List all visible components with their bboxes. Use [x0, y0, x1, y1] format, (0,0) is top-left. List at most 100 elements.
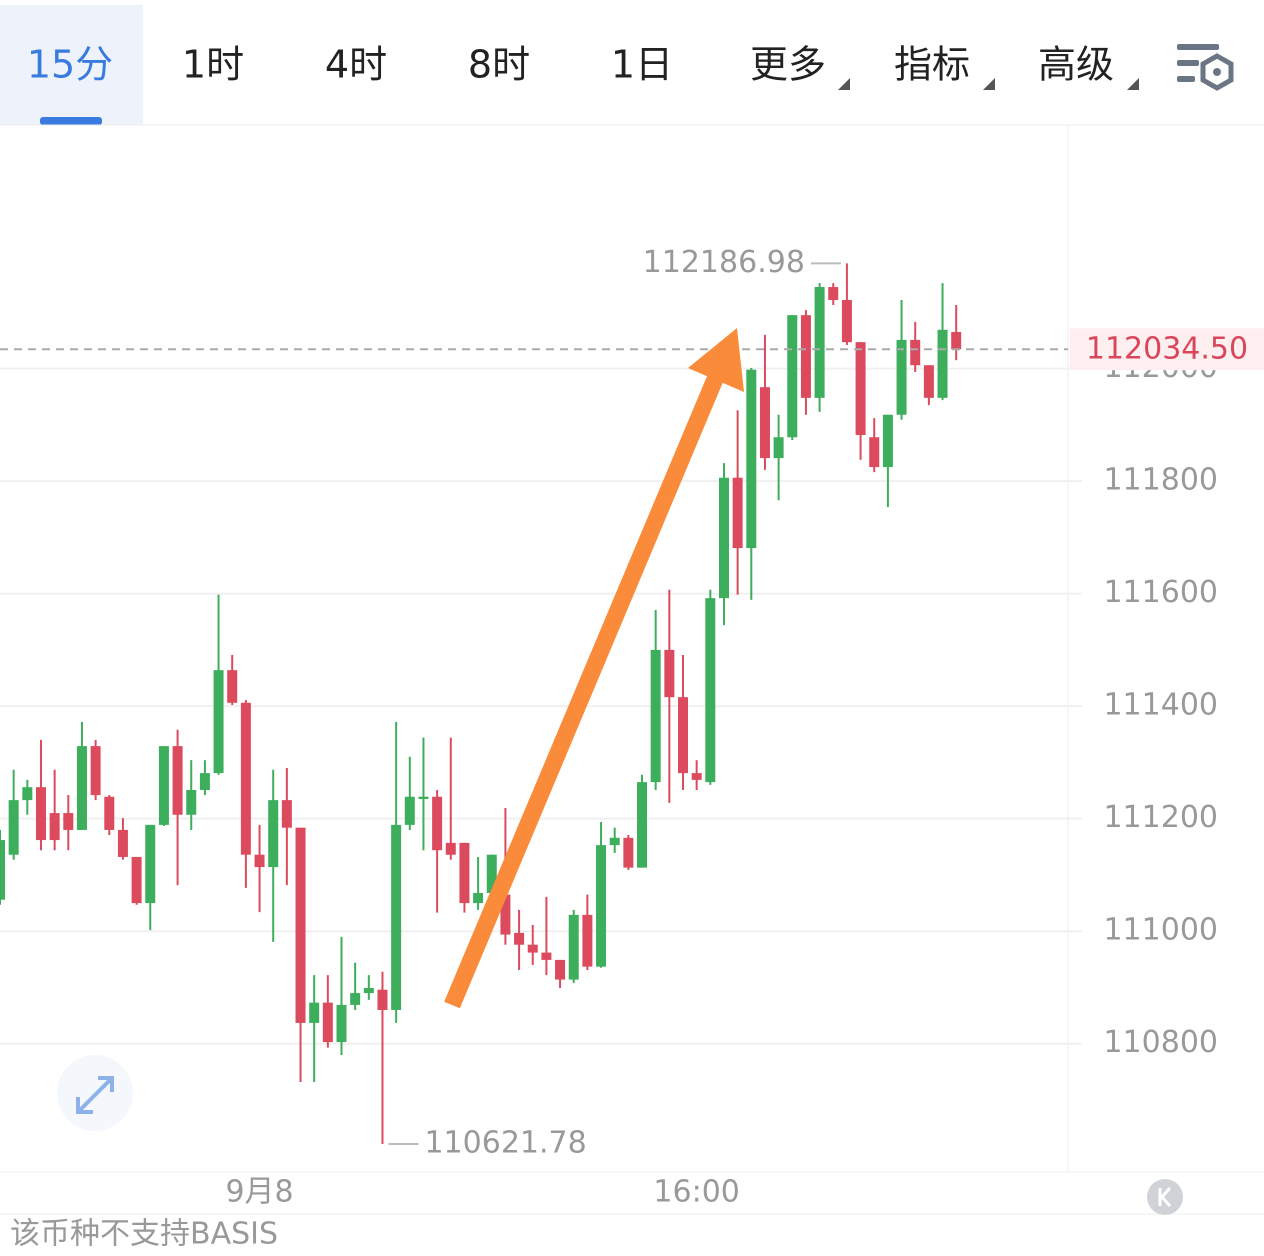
candle-body	[145, 824, 156, 904]
candle-body	[227, 670, 238, 703]
y-tick-label: 110800	[1103, 1025, 1218, 1060]
candle-body	[0, 840, 5, 900]
tab[interactable]: 15分	[27, 43, 113, 87]
candle-body	[445, 842, 456, 855]
candle-body	[678, 697, 688, 774]
candle-body	[951, 332, 962, 350]
x-tick-label: 9月8	[225, 1175, 293, 1210]
k-button[interactable]	[1147, 1179, 1183, 1215]
candle-body	[336, 1004, 347, 1043]
candle-body	[555, 959, 566, 980]
y-tick-label: 111000	[1103, 913, 1218, 948]
tab[interactable]: 4时	[325, 43, 387, 87]
dropdown-caret	[983, 78, 995, 90]
candle-body	[240, 702, 251, 855]
candle-body	[732, 477, 743, 549]
candle-body	[432, 796, 443, 851]
candle-body	[404, 796, 415, 825]
candle-body	[541, 952, 552, 960]
candle-body	[254, 854, 265, 868]
candle-body	[473, 892, 484, 904]
candle-body	[459, 842, 470, 904]
candle-body	[596, 845, 607, 967]
candle-body	[377, 989, 388, 1010]
candle-body	[391, 824, 402, 1010]
candle-body	[527, 944, 538, 953]
candle-body	[568, 914, 579, 980]
candle-body	[350, 993, 361, 1005]
footer-note: 该币种不支持BASIS	[10, 1217, 278, 1252]
candle-body	[158, 746, 169, 825]
dropdown-caret	[1127, 78, 1139, 90]
candle-body	[896, 339, 907, 415]
candle-body	[117, 829, 128, 857]
candle-body	[923, 365, 934, 398]
candle-body	[363, 988, 374, 994]
candle-body	[322, 1002, 333, 1043]
candle-body	[582, 914, 593, 967]
candle-body	[281, 800, 292, 828]
candle-body	[746, 369, 757, 549]
tab[interactable]: 1时	[182, 43, 244, 87]
candle-body	[131, 856, 142, 904]
candle-body	[90, 746, 101, 796]
candle-body	[705, 598, 716, 783]
candle-body	[787, 315, 798, 438]
candle-body	[691, 773, 702, 780]
candle-body	[213, 670, 224, 774]
candle-body	[937, 329, 948, 398]
candle-body	[172, 746, 183, 815]
candle-body	[486, 854, 497, 893]
settings-icon[interactable]	[1177, 44, 1234, 91]
candle-body	[869, 437, 880, 468]
candle-body	[664, 649, 675, 698]
candle-body	[637, 782, 648, 868]
y-tick-label: 111400	[1103, 688, 1218, 723]
dropdown-caret	[838, 78, 850, 90]
tab[interactable]: 高级	[1038, 43, 1114, 87]
high-label: 112186.98	[643, 245, 805, 280]
candle-body	[309, 1002, 320, 1023]
candle-body	[623, 837, 634, 868]
candle-body	[773, 437, 784, 459]
candle-body	[63, 813, 74, 830]
candle-body	[514, 932, 525, 945]
candle-body	[882, 414, 893, 468]
tab[interactable]: 指标	[894, 43, 970, 87]
expand-button[interactable]	[57, 1055, 133, 1131]
candle-body	[814, 287, 825, 398]
x-tick-label: 16:00	[653, 1175, 739, 1210]
tab[interactable]: 1日	[611, 43, 673, 87]
candle-body	[609, 837, 620, 846]
candle-body	[841, 299, 852, 343]
candle-body	[8, 800, 19, 855]
candle-body	[199, 773, 210, 790]
selected-tab-indicator	[40, 117, 102, 125]
candle-body	[295, 827, 306, 1023]
candle-body	[104, 796, 115, 830]
candle-body	[650, 649, 661, 783]
candle-body	[718, 477, 729, 599]
candle-body	[49, 813, 60, 841]
selected-tab-bg	[0, 5, 143, 125]
y-tick-label: 111600	[1103, 575, 1218, 610]
last-price-label: 112034.50	[1086, 332, 1248, 367]
candle-body	[910, 339, 921, 366]
candle-body	[35, 787, 46, 841]
trend-arrow	[444, 328, 744, 1009]
candle-body	[759, 387, 770, 459]
plot: 110800 111000 111200 111400 111600 111800 1120…	[0, 245, 1264, 1210]
y-tick-label: 111800	[1103, 463, 1218, 498]
tab[interactable]: 更多	[750, 43, 826, 87]
candle-body	[268, 800, 279, 868]
candle-body	[800, 315, 811, 398]
candle-body	[855, 342, 866, 435]
low-label: 110621.78	[424, 1125, 586, 1160]
candle-body	[500, 894, 511, 935]
candle-body	[418, 796, 429, 799]
last-price-box	[1070, 328, 1264, 371]
tab[interactable]: 8时	[468, 43, 530, 87]
candle-body	[186, 789, 197, 815]
y-tick-label: 111200	[1103, 800, 1218, 835]
